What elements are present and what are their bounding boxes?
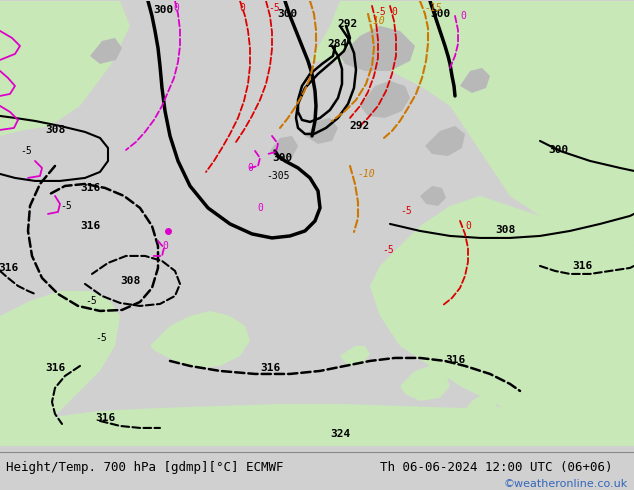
Text: 284: 284 — [328, 39, 348, 49]
Text: -5: -5 — [85, 296, 97, 306]
Text: 0: 0 — [247, 163, 253, 173]
Polygon shape — [310, 1, 634, 246]
Text: 0: 0 — [162, 241, 168, 251]
Text: 0: 0 — [239, 3, 245, 13]
Polygon shape — [400, 366, 450, 401]
Text: 0: 0 — [460, 11, 466, 21]
Text: 0: 0 — [257, 203, 263, 213]
Polygon shape — [425, 126, 465, 156]
Polygon shape — [305, 118, 338, 144]
Text: 316: 316 — [45, 363, 65, 373]
Text: -5: -5 — [95, 333, 107, 343]
Polygon shape — [0, 396, 634, 446]
Text: 300: 300 — [277, 9, 297, 19]
Polygon shape — [0, 1, 50, 66]
Text: -5: -5 — [268, 3, 280, 13]
Text: -5: -5 — [60, 201, 72, 211]
Text: 292: 292 — [350, 121, 370, 131]
Text: 308: 308 — [45, 125, 65, 135]
Text: Th 06-06-2024 12:00 UTC (06+06): Th 06-06-2024 12:00 UTC (06+06) — [380, 461, 613, 474]
Text: 292: 292 — [338, 19, 358, 29]
Polygon shape — [370, 196, 634, 446]
Text: 316: 316 — [0, 263, 18, 273]
Polygon shape — [420, 186, 446, 206]
Polygon shape — [360, 81, 410, 118]
Polygon shape — [340, 346, 370, 366]
Polygon shape — [270, 136, 298, 160]
Polygon shape — [340, 26, 415, 71]
Text: 316: 316 — [445, 355, 465, 365]
Text: 324: 324 — [330, 429, 350, 439]
Text: 316: 316 — [572, 261, 592, 271]
Text: -5: -5 — [374, 7, 385, 17]
Text: -10: -10 — [368, 16, 385, 26]
Text: 0: 0 — [465, 221, 471, 231]
Text: 316: 316 — [260, 363, 280, 373]
Text: 300: 300 — [153, 5, 173, 15]
Polygon shape — [460, 396, 498, 426]
Text: 300: 300 — [430, 9, 450, 19]
Text: 308: 308 — [120, 276, 140, 286]
Text: 300: 300 — [272, 153, 292, 163]
Polygon shape — [90, 38, 122, 64]
Text: 0: 0 — [173, 3, 179, 13]
Text: -305: -305 — [266, 171, 290, 181]
Text: 316: 316 — [95, 413, 115, 423]
Text: 308: 308 — [495, 225, 515, 235]
Polygon shape — [460, 68, 490, 93]
Polygon shape — [150, 311, 250, 368]
Text: -10: -10 — [358, 169, 375, 179]
Text: 316: 316 — [80, 183, 100, 193]
Text: -5: -5 — [400, 206, 411, 216]
Polygon shape — [0, 1, 130, 136]
Text: Height/Temp. 700 hPa [gdmp][°C] ECMWF: Height/Temp. 700 hPa [gdmp][°C] ECMWF — [6, 461, 284, 474]
Text: 0: 0 — [391, 7, 397, 17]
Text: ©weatheronline.co.uk: ©weatheronline.co.uk — [503, 479, 628, 489]
Text: 316: 316 — [80, 221, 100, 231]
Text: -5: -5 — [20, 146, 32, 156]
Polygon shape — [0, 291, 120, 446]
Text: -5: -5 — [382, 245, 394, 255]
Text: -15: -15 — [425, 3, 443, 13]
Text: 300: 300 — [548, 145, 568, 155]
